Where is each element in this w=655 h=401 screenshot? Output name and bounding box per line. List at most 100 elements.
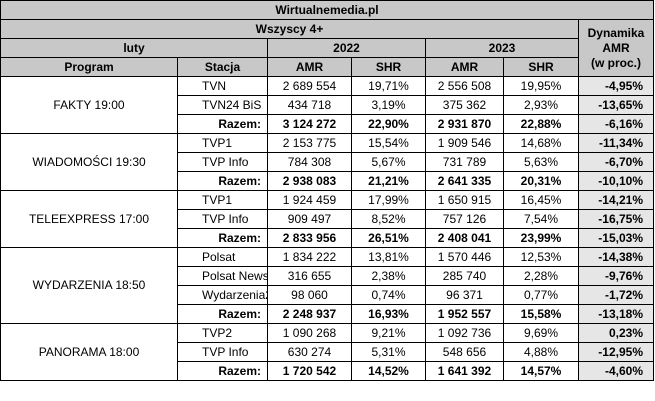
shr-2023-value: 16,45% — [503, 190, 579, 210]
year-2023-header: 2023 — [425, 38, 579, 58]
amr-2023-value: 285 740 — [425, 266, 504, 286]
shr-2022-column-header: SHR — [351, 57, 426, 77]
shr-2023-value: 5,63% — [503, 152, 579, 172]
shr-2023-value: 23,99% — [503, 228, 579, 248]
amr-2022-value: 316 655 — [267, 266, 352, 286]
shr-2022-value: 2,38% — [351, 266, 426, 286]
table-row: PANORAMA 18:00 TVP2 1 090 268 9,21% 1 092 73… — [0, 323, 654, 381]
source-title: Wirtualnemedia.pl — [0, 0, 654, 20]
shr-2022-value: 22,90% — [351, 114, 426, 134]
shr-2022-value: 13,81% — [351, 247, 426, 267]
amr-2022-value: 2 153 775 — [267, 133, 352, 153]
amr-2023-value: 1 952 557 — [425, 304, 504, 324]
shr-2023-value: 14,68% — [503, 133, 579, 153]
amr-2022-value: 2 833 956 — [267, 228, 352, 248]
amr-2023-value: 2 556 508 — [425, 76, 504, 96]
shr-2023-value: 15,58% — [503, 304, 579, 324]
dynamics-value: -14,21% — [578, 190, 654, 210]
amr-2022-value: 434 718 — [267, 95, 352, 115]
dynamics-value: -10,10% — [578, 171, 654, 191]
table-row: Razem: 2 833 956 26,51% 2 408 041 23,99% -15,… — [1, 228, 654, 248]
amr-2022-value: 784 308 — [267, 152, 352, 172]
station-name: Polsat News — [177, 266, 268, 286]
amr-2022-value: 630 274 — [267, 342, 352, 362]
amr-2023-value: 2 408 041 — [425, 228, 504, 248]
station-name: TVP2 — [177, 323, 268, 343]
shr-2022-value: 3,19% — [351, 95, 426, 115]
period-header: luty — [0, 38, 268, 58]
amr-2022-value: 1 924 459 — [267, 190, 352, 210]
program-name: TELEEXPRESS 17:00 — [0, 190, 178, 248]
dynamics-value: -6,70% — [578, 152, 654, 172]
dynamics-value: -13,65% — [578, 95, 654, 115]
amr-2022-value: 909 497 — [267, 209, 352, 229]
station-column-header: Stacja — [177, 57, 268, 77]
table-row: WYDARZENIA 18:50 Polsat 1 834 222 13,81% 1 5… — [0, 247, 654, 324]
amr-2022-value: 1 090 268 — [267, 323, 352, 343]
amr-2023-value: 757 126 — [425, 209, 504, 229]
shr-2023-value: 19,95% — [503, 76, 579, 96]
shr-2022-value: 17,99% — [351, 190, 426, 210]
dynamics-value: -6,16% — [578, 114, 654, 134]
table-row: FAKTY 19:00 TVN 2 689 554 19,71% 2 556 508 19… — [0, 76, 654, 134]
amr-2023-column-header: AMR — [425, 57, 504, 77]
program-name: PANORAMA 18:00 — [0, 323, 178, 381]
shr-2022-value: 8,52% — [351, 209, 426, 229]
dynamics-value: -1,72% — [578, 285, 654, 305]
station-name: TVP Info — [177, 209, 268, 229]
amr-2023-value: 731 789 — [425, 152, 504, 172]
dynamics-header: Dynamika AMR (w proc.) — [578, 19, 654, 77]
dynamics-header-line-3: (w proc.) — [591, 55, 641, 70]
amr-2023-value: 96 371 — [425, 285, 504, 305]
station-name: TVP Info — [177, 152, 268, 172]
shr-2023-value: 0,77% — [503, 285, 579, 305]
dynamics-value: -16,75% — [578, 209, 654, 229]
amr-2022-value: 3 124 272 — [267, 114, 352, 134]
station-name: TVP1 — [177, 190, 268, 210]
shr-2023-value: 4,88% — [503, 342, 579, 362]
amr-2022-column-header: AMR — [267, 57, 352, 77]
ratings-table: Wirtualnemedia.pl Wszyscy 4+ Dynamika AM… — [0, 0, 654, 381]
shr-2023-column-header: SHR — [503, 57, 579, 77]
shr-2022-value: 15,54% — [351, 133, 426, 153]
shr-2022-value: 16,93% — [351, 304, 426, 324]
amr-2022-value: 2 248 937 — [267, 304, 352, 324]
dynamics-value: -12,95% — [578, 342, 654, 362]
dynamics-header-line-1: Dynamika — [587, 25, 645, 40]
year-2022-header: 2022 — [267, 38, 426, 58]
program-name: FAKTY 19:00 — [0, 76, 178, 134]
table-row: Razem: 2 938 083 21,21% 2 641 335 20,31% -10,… — [1, 171, 654, 191]
dynamics-value: -11,34% — [578, 133, 654, 153]
station-name: Razem: — [177, 171, 268, 191]
shr-2023-value: 2,93% — [503, 95, 579, 115]
amr-2023-value: 1 650 915 — [425, 190, 504, 210]
dynamics-value: -14,38% — [578, 247, 654, 267]
dynamics-header-line-2: AMR — [602, 40, 630, 55]
amr-2023-value: 1 570 446 — [425, 247, 504, 267]
amr-2023-value: 548 656 — [425, 342, 504, 362]
table-row: Razem: 2 248 937 16,93% 1 952 557 15,58% -13,… — [1, 304, 654, 324]
amr-2023-value: 1 641 392 — [425, 361, 504, 381]
amr-2022-value: 1 834 222 — [267, 247, 352, 267]
shr-2023-value: 7,54% — [503, 209, 579, 229]
station-name: Polsat — [177, 247, 268, 267]
table-row: TVN24 BiS 434 718 3,19% 375 362 2,93% -13,65% — [1, 95, 654, 115]
shr-2022-value: 0,74% — [351, 285, 426, 305]
station-name: Razem: — [177, 228, 268, 248]
station-name: Razem: — [177, 114, 268, 134]
shr-2022-value: 5,67% — [351, 152, 426, 172]
station-name: TVP Info — [177, 342, 268, 362]
program-column-header: Program — [0, 57, 178, 77]
amr-2023-value: 2 641 335 — [425, 171, 504, 191]
dynamics-value: -4,60% — [578, 361, 654, 381]
table-row: WIADOMOŚCI 19:30 TVP1 2 153 775 15,54% 1 909… — [0, 133, 654, 191]
station-name: TVP1 — [177, 133, 268, 153]
station-name: Wydarzenia24 — [177, 285, 268, 305]
program-name: WYDARZENIA 18:50 — [0, 247, 178, 324]
amr-2023-value: 375 362 — [425, 95, 504, 115]
amr-2022-value: 1 720 542 — [267, 361, 352, 381]
shr-2022-value: 21,21% — [351, 171, 426, 191]
shr-2023-value: 20,31% — [503, 171, 579, 191]
station-name: TVN24 BiS — [177, 95, 268, 115]
station-name: TVN — [177, 76, 268, 96]
